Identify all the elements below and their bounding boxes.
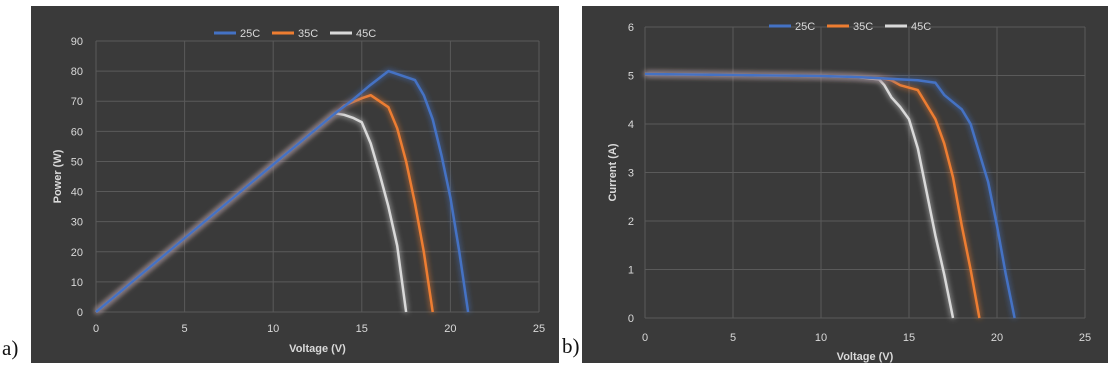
y-tick-label: 80	[71, 66, 83, 78]
y-tick-label: 1	[628, 265, 634, 277]
y-axis-label: Current (A)	[607, 143, 619, 201]
legend-label-45c: 45C	[911, 21, 931, 33]
y-tick-label: 40	[71, 187, 83, 199]
x-tick-label: 0	[642, 332, 648, 344]
y-tick-label: 20	[71, 247, 83, 259]
chart-background	[31, 6, 559, 363]
y-tick-label: 6	[628, 22, 634, 34]
series-line-25c	[95, 69, 470, 313]
y-tick-label: 0	[628, 313, 634, 325]
y-tick-label: 2	[628, 216, 634, 228]
x-tick-label: 5	[182, 323, 188, 335]
y-tick-label: 0	[77, 307, 83, 319]
x-tick-label: 25	[533, 323, 545, 335]
panel-label-a: a)	[2, 336, 19, 360]
x-axis-label: Voltage (V)	[837, 351, 894, 363]
x-tick-label: 0	[93, 323, 99, 335]
legend-label-35c: 35C	[298, 28, 318, 40]
legend-label-25c: 25C	[795, 21, 815, 33]
x-tick-label: 15	[903, 332, 915, 344]
x-tick-label: 10	[267, 323, 279, 335]
chart-background	[582, 6, 1108, 363]
power-voltage-chart: 0 10 20 30 40 50 60 70 80 90 0 5 10 15 20 25 Voltage (V)…	[31, 6, 559, 363]
current-voltage-chart: 0 1 2 3 4 5 6 0 5 10 15 20 25 Voltage (V) Current (A) 2…	[582, 6, 1108, 363]
x-tick-label: 20	[444, 323, 456, 335]
y-tick-label: 5	[628, 71, 634, 83]
x-axis-label: Voltage (V)	[289, 343, 346, 355]
x-tick-label: 20	[991, 332, 1003, 344]
panel-label-b: b)	[562, 334, 580, 358]
y-tick-label: 50	[71, 156, 83, 168]
legend-label-25c: 25C	[240, 28, 260, 40]
x-tick-label: 25	[1079, 332, 1091, 344]
y-tick-label: 90	[71, 36, 83, 48]
series-line-25c	[644, 72, 1016, 319]
legend-label-35c: 35C	[853, 21, 873, 33]
y-tick-label: 10	[71, 277, 83, 289]
y-tick-label: 4	[628, 119, 634, 131]
y-tick-label: 70	[71, 96, 83, 108]
y-axis-label: Power (W)	[52, 149, 64, 203]
x-tick-label: 15	[356, 323, 368, 335]
y-tick-label: 30	[71, 217, 83, 229]
y-tick-label: 3	[628, 168, 634, 180]
x-tick-label: 5	[730, 332, 736, 344]
y-tick-label: 60	[71, 126, 83, 138]
legend-label-45c: 45C	[356, 28, 376, 40]
x-tick-label: 10	[815, 332, 827, 344]
